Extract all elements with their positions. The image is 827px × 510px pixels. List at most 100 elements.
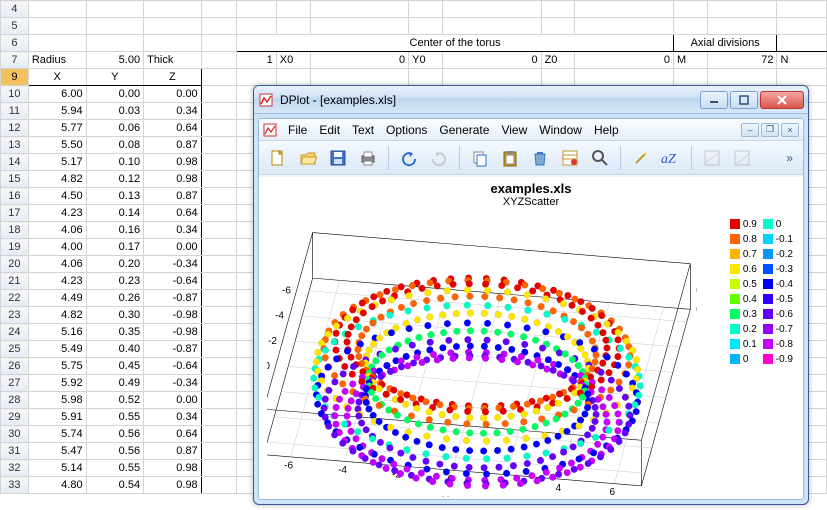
cell[interactable]: 0.14 (86, 205, 144, 222)
cell[interactable] (201, 426, 237, 443)
cell[interactable] (777, 1, 827, 18)
cell[interactable]: 6.00 (28, 86, 86, 103)
cell[interactable] (201, 290, 237, 307)
cell[interactable]: 0.87 (144, 188, 202, 205)
cell[interactable] (541, 1, 575, 18)
wand-button[interactable] (628, 145, 654, 171)
cell[interactable] (276, 1, 310, 18)
cell[interactable] (201, 239, 237, 256)
cell[interactable] (201, 273, 237, 290)
cell[interactable] (276, 69, 310, 86)
cell[interactable] (541, 18, 575, 35)
cell[interactable]: 0.06 (86, 120, 144, 137)
cell[interactable] (237, 69, 277, 86)
cell[interactable]: 4.23 (28, 205, 86, 222)
cell[interactable]: -0.98 (144, 307, 202, 324)
cell[interactable]: -0.64 (144, 358, 202, 375)
cell[interactable] (442, 18, 541, 35)
cell[interactable]: 4.82 (28, 307, 86, 324)
options-button[interactable] (557, 145, 583, 171)
cell[interactable] (442, 1, 541, 18)
row-header[interactable]: 6 (1, 35, 29, 52)
cell[interactable]: 0.55 (86, 460, 144, 477)
cell[interactable]: 5.75 (28, 358, 86, 375)
row-header[interactable]: 9 (1, 69, 29, 86)
cell[interactable] (777, 69, 827, 86)
cell[interactable]: 0 (575, 52, 674, 69)
cell[interactable] (201, 52, 237, 69)
mdi-minimize-button[interactable]: ‒ (741, 123, 759, 137)
cell[interactable] (201, 86, 237, 103)
cell[interactable] (86, 35, 144, 52)
redo-button[interactable] (426, 145, 452, 171)
cell[interactable]: 5.94 (28, 103, 86, 120)
cell[interactable]: 0.20 (86, 256, 144, 273)
print-button[interactable] (355, 145, 381, 171)
cell[interactable] (144, 1, 202, 18)
cell[interactable]: 0.56 (86, 443, 144, 460)
log-scale-button[interactable] (729, 145, 755, 171)
cell[interactable]: 0.34 (144, 222, 202, 239)
cell[interactable]: 5.91 (28, 409, 86, 426)
cell[interactable]: 0.00 (86, 86, 144, 103)
cell[interactable] (201, 409, 237, 426)
row-header[interactable]: 21 (1, 273, 29, 290)
cell[interactable] (707, 1, 777, 18)
dplot-window[interactable]: DPlot - [examples.xls] FileEditTextOptio… (253, 85, 809, 505)
cell[interactable] (310, 69, 409, 86)
titlebar[interactable]: DPlot - [examples.xls] (254, 86, 808, 114)
cell[interactable] (201, 341, 237, 358)
cell[interactable]: 0.64 (144, 426, 202, 443)
cell[interactable]: 0 (442, 52, 541, 69)
row-header[interactable]: 17 (1, 205, 29, 222)
menu-help[interactable]: Help (594, 123, 619, 137)
cell[interactable]: Z (144, 69, 202, 86)
cell[interactable]: 0.45 (86, 358, 144, 375)
cell[interactable]: 5.47 (28, 443, 86, 460)
cell[interactable]: 0.16 (86, 222, 144, 239)
cell[interactable] (201, 307, 237, 324)
paste-button[interactable] (497, 145, 523, 171)
cell[interactable] (201, 35, 237, 52)
cell[interactable] (541, 69, 575, 86)
cell[interactable] (201, 69, 237, 86)
row-header[interactable]: 29 (1, 409, 29, 426)
zoom-button[interactable] (587, 145, 613, 171)
cell[interactable]: 0.54 (86, 477, 144, 494)
cell[interactable]: 0.52 (86, 392, 144, 409)
cell[interactable]: 0.98 (144, 460, 202, 477)
cell[interactable] (707, 69, 777, 86)
copy-button[interactable] (467, 145, 493, 171)
cell[interactable] (201, 324, 237, 341)
cell[interactable]: 0.87 (144, 443, 202, 460)
minimize-button[interactable] (700, 91, 728, 109)
menu-bar[interactable]: FileEditTextOptionsGenerateViewWindowHel… (259, 119, 803, 141)
cell[interactable] (28, 18, 86, 35)
cell[interactable]: 0.23 (86, 273, 144, 290)
cell[interactable]: Y0 (409, 52, 443, 69)
cell[interactable]: 4.50 (28, 188, 86, 205)
cell[interactable] (673, 69, 707, 86)
cell[interactable] (276, 18, 310, 35)
cell[interactable] (707, 18, 777, 35)
cell[interactable] (237, 18, 277, 35)
open-button[interactable] (295, 145, 321, 171)
row-header[interactable]: 13 (1, 137, 29, 154)
cell[interactable]: 0.98 (144, 171, 202, 188)
linear-scale-button[interactable] (699, 145, 725, 171)
cell[interactable] (201, 137, 237, 154)
toolbar-overflow[interactable]: » (782, 151, 797, 165)
delete-button[interactable] (527, 145, 553, 171)
cell[interactable] (201, 188, 237, 205)
cell[interactable]: 4.06 (28, 222, 86, 239)
cell[interactable]: X0 (276, 52, 310, 69)
cell[interactable] (201, 120, 237, 137)
cell[interactable] (201, 477, 237, 494)
row-header[interactable]: 16 (1, 188, 29, 205)
cell[interactable]: 4.06 (28, 256, 86, 273)
cell[interactable]: 5.14 (28, 460, 86, 477)
cell[interactable]: 0 (310, 52, 409, 69)
cell[interactable] (409, 1, 443, 18)
cell[interactable]: Center of the torus (237, 35, 674, 52)
cell[interactable] (201, 205, 237, 222)
